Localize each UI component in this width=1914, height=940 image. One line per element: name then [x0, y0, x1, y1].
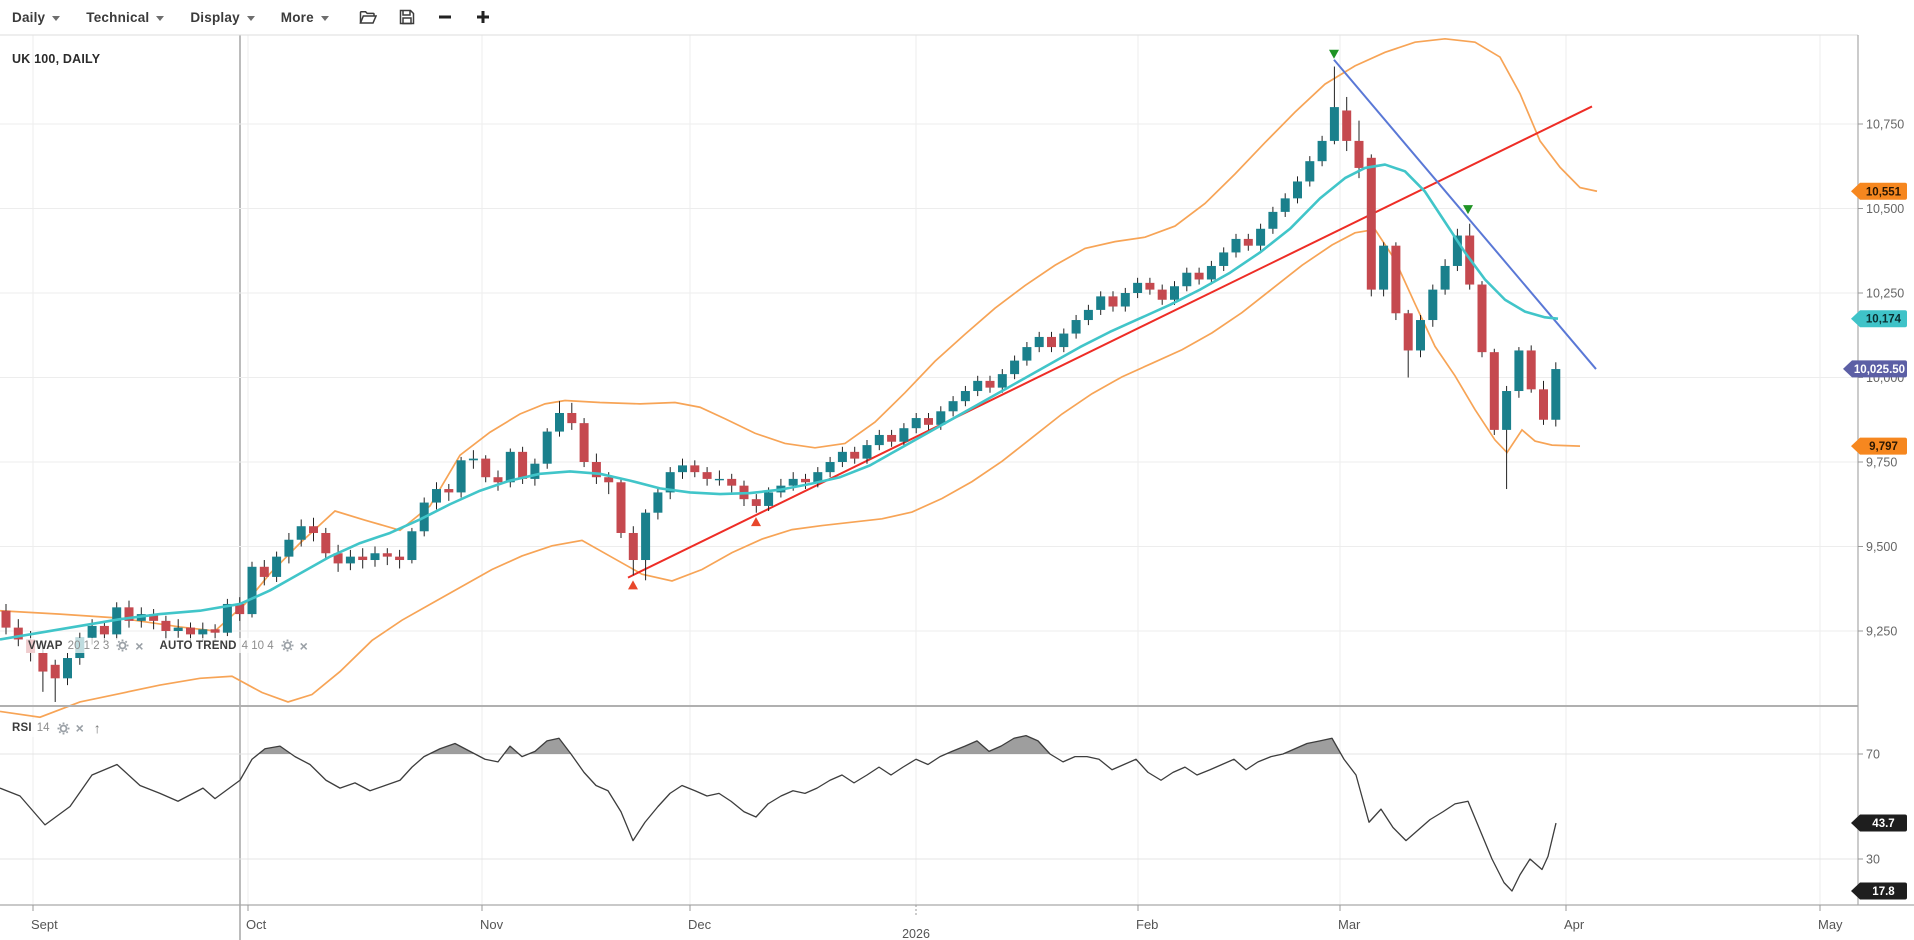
up-trend-line: [627, 105, 1593, 579]
auto-trend-indicator-label: AUTO TREND: [159, 639, 237, 652]
auto-trend-indicator-params: 4 10 4: [241, 639, 274, 652]
chart-title: UK 100, DAILY: [12, 52, 101, 66]
vertical-gridlines: [32, 35, 1821, 905]
svg-text:9,500: 9,500: [1866, 540, 1897, 554]
axis-value-badges: 10,551 10,174 10,025.50 9,797 43.7 17.8: [1843, 182, 1907, 900]
rsi-indicator-params: 14: [36, 722, 50, 734]
menu-display-label: Display: [190, 9, 240, 25]
menu-more-label: More: [280, 9, 314, 25]
svg-text:Dec: Dec: [688, 917, 712, 932]
svg-text:17.8: 17.8: [1872, 886, 1895, 898]
menu-more[interactable]: More: [281, 10, 329, 25]
rsi-close-icon[interactable]: ×: [75, 720, 84, 736]
overlay-indicator-row: VWAP 20 1 2 3 × AUTO TREND 4 10 4 ×: [26, 638, 313, 653]
menu-display[interactable]: Display: [190, 9, 255, 25]
rsi-indicator-label: RSI: [12, 722, 32, 734]
toolbar-icon-group: [359, 9, 491, 25]
sell-signal-triangle-icon: [1329, 49, 1339, 59]
svg-text:30: 30: [1866, 853, 1880, 867]
trend-signal-markers: [628, 49, 1473, 590]
vwap-indicator-params: 20 1 2 3: [67, 639, 110, 652]
menu-timeframe-label: Daily: [12, 9, 46, 25]
zoom-in-icon[interactable]: [475, 9, 491, 25]
folder-open-icon[interactable]: [359, 10, 377, 25]
price-gridlines: [0, 123, 1858, 632]
zoom-out-icon[interactable]: [437, 9, 453, 25]
svg-text:9,750: 9,750: [1866, 456, 1897, 470]
auto-trend-settings-gear-icon[interactable]: [281, 639, 294, 652]
svg-text:Mar: Mar: [1338, 917, 1361, 932]
axis-badge: [1851, 310, 1907, 328]
svg-text:May: May: [1818, 917, 1843, 932]
menu-technical[interactable]: Technical: [86, 9, 165, 25]
svg-text:9,250: 9,250: [1866, 625, 1897, 639]
axis-badge: [1851, 814, 1907, 832]
chevron-down-icon: [246, 15, 255, 21]
axis-badge: [1851, 882, 1907, 900]
svg-text:10,500: 10,500: [1866, 202, 1904, 216]
buy-signal-triangle-icon: [628, 580, 638, 590]
svg-text:70: 70: [1866, 748, 1880, 762]
axis-badge: [1843, 360, 1907, 378]
vwap-settings-gear-icon[interactable]: [116, 639, 129, 652]
menu-technical-label: Technical: [86, 9, 150, 25]
toolbar: Daily Technical Display More: [0, 0, 1914, 34]
svg-text:Sept: Sept: [31, 917, 58, 932]
bollinger-upper-band: [0, 37, 1598, 632]
svg-text:Oct: Oct: [246, 917, 267, 932]
buy-signal-triangle-icon: [751, 517, 761, 527]
svg-text:Feb: Feb: [1136, 917, 1158, 932]
sell-signal-triangle-icon: [1463, 205, 1473, 215]
candlestick-series: [1, 66, 1561, 702]
axis-badge: [1851, 437, 1907, 455]
svg-text:10,551: 10,551: [1866, 186, 1902, 198]
vwap-indicator-label: VWAP: [28, 639, 63, 652]
rsi-overbought-fill: [0, 735, 1556, 754]
axis-badge: [1851, 182, 1907, 200]
svg-text:Nov: Nov: [480, 917, 504, 932]
vwap-close-icon[interactable]: ×: [135, 637, 144, 654]
svg-text:Apr: Apr: [1564, 917, 1585, 932]
svg-text:10,025.50: 10,025.50: [1854, 364, 1905, 376]
year-label: 2026: [902, 927, 930, 940]
save-icon[interactable]: [399, 9, 415, 25]
rsi-settings-gear-icon[interactable]: [57, 722, 70, 735]
rsi-indicator-row: RSI 14 × ↑: [10, 719, 106, 737]
vwap-line: [0, 163, 1559, 641]
svg-text:10,250: 10,250: [1866, 287, 1904, 301]
time-axis-labels: Sept Oct Nov Dec Feb Mar Apr May 2026: [31, 905, 1843, 940]
price-axis-labels: 10,75010,50010,25010,0009,7509,5009,2507…: [1858, 118, 1904, 867]
svg-text:10,750: 10,750: [1866, 118, 1904, 132]
menu-timeframe[interactable]: Daily: [12, 9, 61, 25]
chevron-down-icon: [320, 15, 329, 21]
svg-text:43.7: 43.7: [1872, 818, 1894, 830]
rsi-line: [0, 734, 1557, 892]
chevron-down-icon: [156, 15, 165, 21]
bollinger-lower-band: [0, 228, 1581, 719]
auto-trend-close-icon[interactable]: ×: [299, 637, 308, 654]
svg-text:9,797: 9,797: [1869, 441, 1898, 453]
svg-text:10,174: 10,174: [1866, 314, 1902, 326]
rsi-move-up-icon[interactable]: ↑: [93, 720, 101, 736]
chevron-down-icon: [52, 15, 61, 21]
